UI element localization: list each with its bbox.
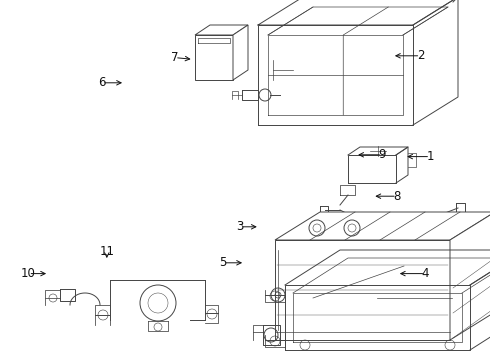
Polygon shape (450, 212, 490, 340)
Text: 10: 10 (21, 267, 36, 280)
Text: 2: 2 (416, 49, 424, 62)
Text: 9: 9 (378, 148, 386, 161)
Text: 5: 5 (219, 256, 227, 269)
Polygon shape (195, 25, 248, 35)
Polygon shape (233, 25, 248, 80)
Text: 3: 3 (236, 220, 244, 233)
Text: 6: 6 (98, 76, 106, 89)
Polygon shape (275, 240, 450, 340)
Text: 8: 8 (393, 190, 401, 203)
Text: 4: 4 (421, 267, 429, 280)
Text: 7: 7 (171, 51, 179, 64)
Text: 1: 1 (426, 150, 434, 163)
Polygon shape (275, 212, 490, 240)
Polygon shape (195, 35, 233, 80)
Text: 11: 11 (99, 246, 114, 258)
